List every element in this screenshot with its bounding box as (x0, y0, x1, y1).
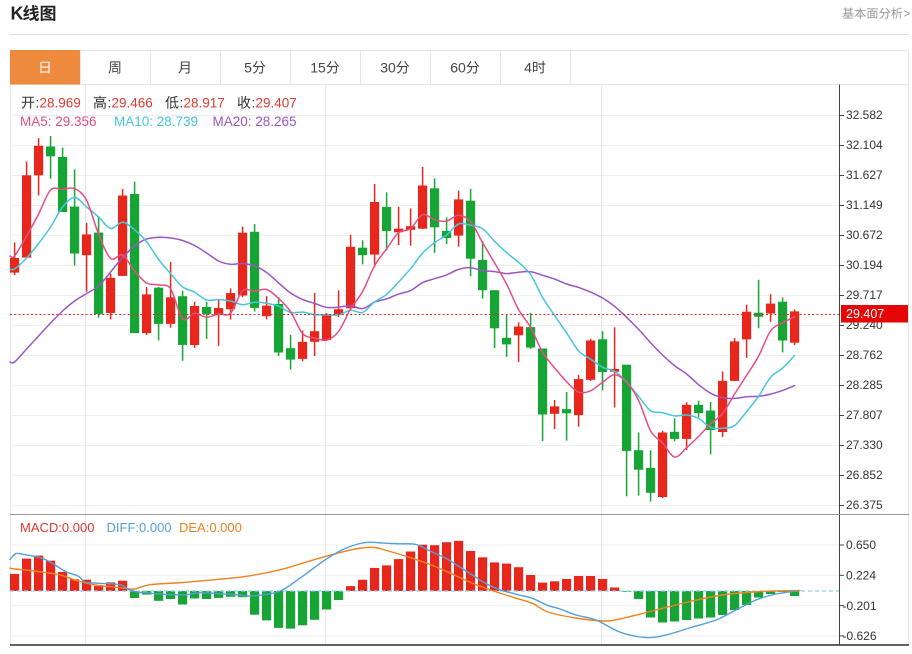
svg-text:30.194: 30.194 (846, 258, 883, 272)
svg-text:26.375: 26.375 (846, 498, 883, 512)
svg-text:15: 15 (310, 59, 326, 75)
svg-text:MA10: 28.739: MA10: 28.739 (114, 114, 198, 129)
svg-text:0.650: 0.650 (846, 538, 876, 552)
svg-text:MACD:0.000: MACD:0.000 (20, 520, 94, 535)
svg-text::: : (108, 96, 112, 111)
svg-text::: : (252, 96, 256, 111)
svg-text:29.407: 29.407 (846, 307, 884, 321)
svg-text:28.969: 28.969 (40, 96, 81, 111)
svg-text:MA5: 29.356: MA5: 29.356 (20, 114, 97, 129)
svg-text:K: K (11, 4, 24, 24)
svg-text:DEA:0.000: DEA:0.000 (179, 520, 242, 535)
svg-text:4: 4 (524, 59, 532, 75)
svg-text:0.224: 0.224 (846, 569, 876, 583)
svg-text:-0.201: -0.201 (843, 599, 877, 613)
svg-text:32.104: 32.104 (846, 138, 883, 152)
svg-text:29.466: 29.466 (112, 96, 153, 111)
svg-text:-0.626: -0.626 (843, 629, 877, 643)
svg-text::: : (36, 96, 40, 111)
svg-text:29.407: 29.407 (256, 96, 297, 111)
svg-text:MA20: 28.265: MA20: 28.265 (213, 114, 297, 129)
svg-text:DIFF:0.000: DIFF:0.000 (107, 520, 172, 535)
svg-text:32.582: 32.582 (846, 108, 883, 122)
svg-text:31.627: 31.627 (846, 168, 883, 182)
svg-text:60: 60 (450, 59, 466, 75)
svg-text::: : (180, 96, 184, 111)
svg-text:27.330: 27.330 (846, 438, 883, 452)
svg-text:28.762: 28.762 (846, 348, 883, 362)
svg-text:30.672: 30.672 (846, 228, 883, 242)
svg-text:26.852: 26.852 (846, 468, 883, 482)
svg-text:5: 5 (244, 59, 252, 75)
svg-text:31.149: 31.149 (846, 198, 883, 212)
svg-text:29.717: 29.717 (846, 288, 883, 302)
svg-text:28.285: 28.285 (846, 378, 883, 392)
svg-text:30: 30 (380, 59, 396, 75)
svg-text:27.807: 27.807 (846, 408, 883, 422)
svg-text:>: > (904, 7, 911, 21)
svg-text:28.917: 28.917 (184, 96, 225, 111)
